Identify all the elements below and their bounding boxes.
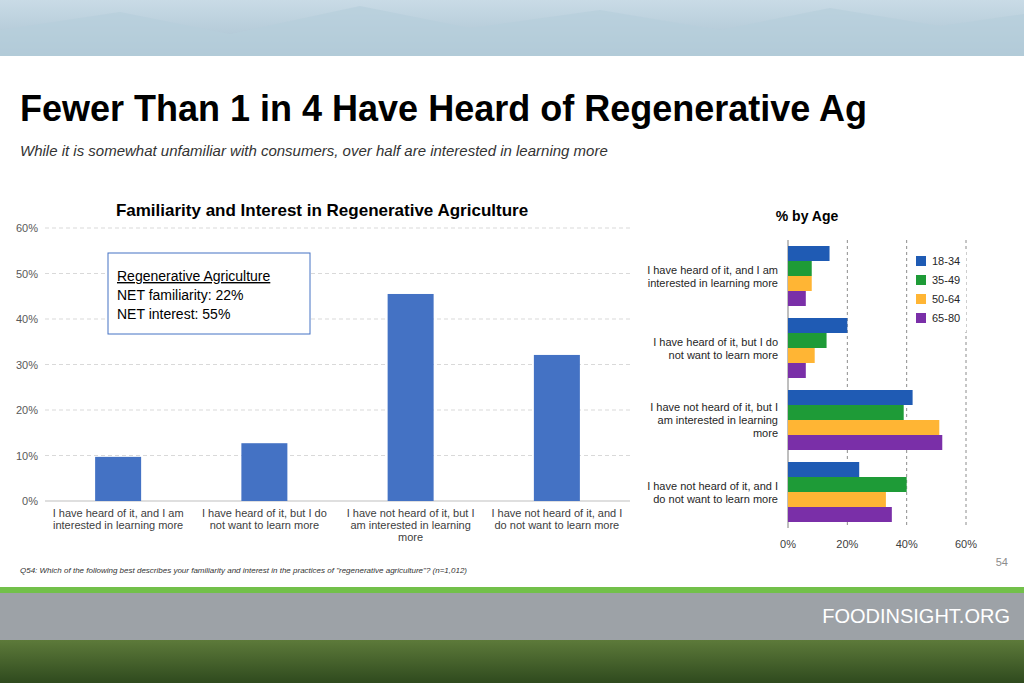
- grass-band: [0, 640, 1024, 683]
- category-label: I have heard of it, but I donot want to …: [653, 336, 778, 361]
- bar: [788, 363, 806, 378]
- legend-label: 65-80: [932, 312, 960, 324]
- legend-label: 35-49: [932, 274, 960, 286]
- bar: [95, 457, 141, 501]
- tick-label: 30%: [16, 359, 38, 371]
- bar: [388, 294, 434, 501]
- annotation-frame: [108, 253, 310, 334]
- grid-line: [45, 228, 630, 229]
- background: [0, 0, 1024, 683]
- label-line: not want to learn more: [210, 519, 319, 531]
- tick-label: 40%: [896, 538, 918, 550]
- bar: [788, 333, 827, 348]
- footer-text: FOODINSIGHT.ORG: [822, 605, 1010, 627]
- bar: [788, 477, 907, 492]
- category-label: I have not heard of it, but Iam interest…: [650, 401, 778, 439]
- label-line: more: [753, 427, 778, 439]
- bar: [788, 348, 815, 363]
- label-line: I have heard of it, and I am: [647, 264, 778, 276]
- label-line: do not want to learn more: [653, 493, 778, 505]
- legend-label: 18-34: [932, 255, 960, 267]
- mountains: [0, 6, 1024, 56]
- category-label: I have heard of it, and I aminterested i…: [647, 264, 778, 289]
- bar: [788, 435, 942, 450]
- tick-label: 50%: [16, 268, 38, 280]
- tick-label: 20%: [836, 538, 858, 550]
- category-label: I have not heard of it, but Iam interest…: [347, 507, 475, 543]
- legend-swatch: [916, 256, 926, 266]
- bar: [788, 390, 913, 405]
- category-label: I have not heard of it, and Ido not want…: [491, 507, 622, 531]
- bar: [788, 261, 812, 276]
- footer-band: [0, 593, 1024, 640]
- label-line: I have not heard of it, but I: [347, 507, 475, 519]
- legend-label: 50-64: [932, 293, 960, 305]
- label-line: interested in learning more: [53, 519, 183, 531]
- bar: [788, 420, 939, 435]
- chart-title: Familiarity and Interest in Regenerative…: [116, 201, 528, 220]
- label-line: I have heard of it, and I am: [53, 507, 184, 519]
- bar: [788, 507, 892, 522]
- legend-swatch: [916, 275, 926, 285]
- slide-subtitle: While it is somewhat unfamiliar with con…: [20, 142, 608, 159]
- slide: Fewer Than 1 in 4 Have Heard of Regenera…: [0, 0, 1024, 683]
- annotation-box: Regenerative Agriculture NET familiarity:…: [108, 253, 310, 334]
- tick-label: 20%: [16, 404, 38, 416]
- slide-title: Fewer Than 1 in 4 Have Heard of Regenera…: [20, 88, 867, 129]
- bar: [788, 246, 830, 261]
- tick-label: 0%: [780, 538, 796, 550]
- annotation: NET familiarity: 22%: [117, 287, 244, 303]
- chart-title: % by Age: [776, 208, 839, 224]
- label-line: I have heard of it, but I do: [202, 507, 327, 519]
- label-line: am interested in learning: [658, 414, 778, 426]
- label-line: more: [398, 531, 423, 543]
- label-line: I have heard of it, but I do: [653, 336, 778, 348]
- annotation: NET interest: 55%: [117, 306, 230, 322]
- green-strip: [0, 587, 1024, 593]
- annotation: Regenerative Agriculture: [117, 268, 271, 284]
- tick-label: 0%: [22, 495, 38, 507]
- bar: [534, 355, 580, 501]
- grid: [788, 240, 966, 528]
- footnote: Q54: Which of the following best describ…: [20, 566, 467, 575]
- bar: [788, 462, 859, 477]
- category-label: I have not heard of it, and Ido not want…: [647, 480, 778, 505]
- tick-label: 10%: [16, 450, 38, 462]
- label-line: am interested in learning: [350, 519, 470, 531]
- bar: [788, 291, 806, 306]
- tick-label: 60%: [16, 222, 38, 234]
- tick-label: 40%: [16, 313, 38, 325]
- bar: [788, 318, 847, 333]
- label-line: do not want to learn more: [495, 519, 620, 531]
- grid: [45, 228, 630, 501]
- legend-background: [912, 250, 966, 332]
- label-line: I have not heard of it, but I: [650, 401, 778, 413]
- sky-band: [0, 0, 1024, 56]
- label-line: not want to learn more: [669, 349, 778, 361]
- label-line: interested in learning more: [648, 277, 778, 289]
- legend-swatch: [916, 313, 926, 323]
- bar: [241, 443, 287, 501]
- legend: 18-34 35-49 50-64 65-80: [912, 250, 966, 332]
- category-label: I have heard of it, and I aminterested i…: [53, 507, 184, 531]
- label-line: I have not heard of it, and I: [491, 507, 622, 519]
- bar: [788, 276, 812, 291]
- bar: [788, 492, 886, 507]
- label-line: I have not heard of it, and I: [647, 480, 778, 492]
- bar: [788, 405, 904, 420]
- page-number: 54: [996, 556, 1008, 568]
- tick-label: 60%: [955, 538, 977, 550]
- legend-swatch: [916, 294, 926, 304]
- category-label: I have heard of it, but I donot want to …: [202, 507, 327, 531]
